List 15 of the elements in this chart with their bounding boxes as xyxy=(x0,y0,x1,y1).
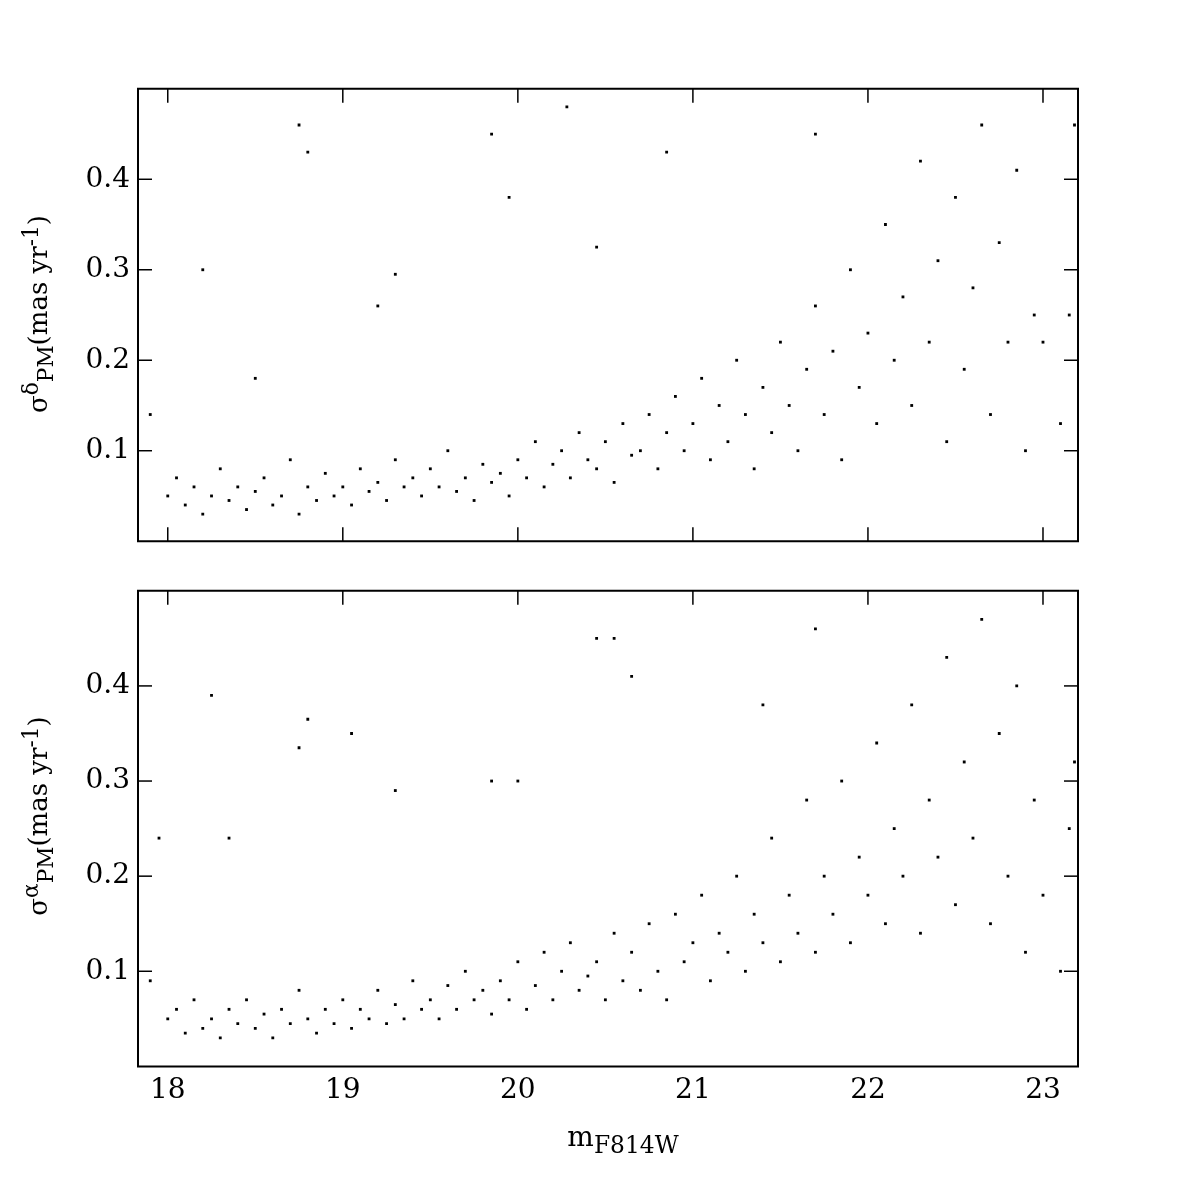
x-axis-title: m$_{F814W}$ xyxy=(567,1120,679,1159)
x-tick-label: 18 xyxy=(149,1072,186,1106)
y-tick-label: 0.2 xyxy=(85,857,130,891)
y-tick-label: 0.3 xyxy=(85,762,130,796)
y-tick-label: 0.4 xyxy=(85,667,130,701)
x-tick-label: 21 xyxy=(675,1072,711,1106)
x-tick-label: 20 xyxy=(500,1072,536,1106)
x-tick-label: 22 xyxy=(850,1072,886,1106)
y-tick-label: 0.2 xyxy=(85,341,130,375)
x-tick-label: 23 xyxy=(1025,1072,1061,1106)
x-tick-label: 19 xyxy=(324,1072,361,1106)
y-tick-label: 0.1 xyxy=(85,432,130,465)
y-tick-label: 0.4 xyxy=(85,160,130,194)
y-tick-label: 0.3 xyxy=(85,251,130,285)
y-tick-label: 0.1 xyxy=(85,952,130,986)
